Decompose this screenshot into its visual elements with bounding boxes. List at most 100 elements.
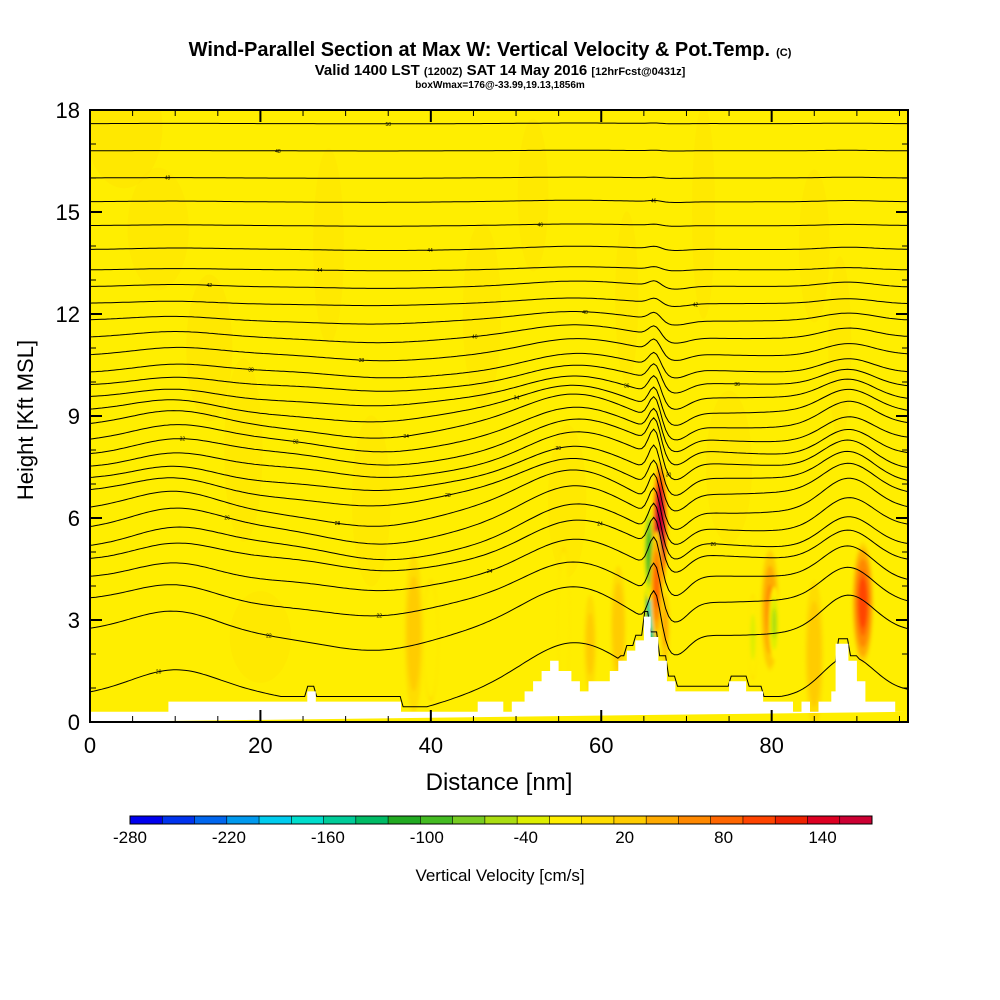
colorbar-swatch-15	[613, 816, 647, 824]
contour-label-19: 40	[472, 335, 478, 341]
chart-title-text: Wind-Parallel Section at Max W: Vertical…	[189, 39, 770, 61]
contour-label-26: 46	[651, 198, 657, 204]
w-band-3	[224, 358, 263, 542]
contour-label-13: 34	[403, 434, 409, 440]
w-feature-12	[584, 594, 597, 693]
w-band-12	[229, 591, 292, 683]
contour-label-10: 30	[666, 473, 672, 479]
w-band-5	[352, 415, 391, 587]
contour-label-18: 38	[359, 358, 365, 364]
contour-label-25: 46	[538, 222, 544, 228]
colorbar-swatch-6	[323, 816, 357, 824]
axis-ticks	[89, 109, 908, 723]
theta-contour-19	[90, 324, 908, 344]
theta-contour-9	[90, 444, 908, 496]
subtitle-utc: (1200Z)	[424, 66, 463, 78]
theta-contour-20	[90, 311, 908, 326]
x-tick-label-20: 20	[248, 733, 272, 758]
chart-title-mark: (C)	[776, 47, 792, 59]
colorbar-swatch-19	[742, 816, 776, 824]
theta-contour-7	[90, 469, 908, 530]
x-tick-label-40: 40	[419, 733, 443, 758]
contour-label-2: 22	[377, 614, 383, 620]
colorbar-tick-labels: -280 -220 -160 -100 -40 20 80 140	[113, 828, 837, 847]
theta-contour-5	[90, 502, 908, 561]
x-axis-label: Distance [nm]	[426, 769, 573, 796]
subtitle-fcst: [12hrFcst@0431z]	[591, 66, 685, 78]
chart-subtitle-2: boxWmax=176@-33.99,19.13,1856m	[415, 80, 585, 91]
colorbar-swatch-17	[678, 816, 711, 824]
x-tick-label-0: 0	[84, 733, 96, 758]
w-band-7	[517, 118, 549, 272]
contour-label-3: 24	[487, 569, 493, 575]
contour-label-6: 26	[224, 516, 230, 522]
y-tick-label-6: 6	[68, 506, 80, 531]
w-band-10	[798, 169, 830, 323]
theta-contour-18	[90, 338, 908, 362]
theta-contour-16	[90, 363, 908, 394]
y-tick-label-12: 12	[56, 302, 80, 327]
w-feature-1-level-8	[646, 531, 652, 573]
y-tick-label-3: 3	[68, 608, 80, 633]
background-bands	[90, 110, 852, 683]
theta-contour-22	[90, 280, 908, 290]
colorbar-swatch-7	[355, 816, 389, 824]
w-band-8	[615, 211, 639, 383]
theta-contour-21	[90, 297, 908, 308]
w-feature-9	[404, 554, 423, 713]
contour-label-8: 28	[445, 493, 451, 499]
w-band-2	[186, 274, 233, 422]
theta-contour-3	[90, 536, 908, 597]
y-tick-label-18: 18	[56, 98, 80, 123]
colorbar-tick--100: -100	[410, 828, 444, 847]
w-feature-12-level-8	[587, 623, 593, 664]
colorbar-tick--280: -280	[113, 828, 147, 847]
w-feature-7-level-8	[772, 608, 777, 639]
colorbar-swatch-11	[484, 816, 518, 824]
contour-label-28: 48	[275, 149, 281, 155]
colorbar-swatch-2	[194, 816, 228, 824]
contour-label-15: 36	[624, 384, 630, 390]
y-axis-label: Height [Kft MSL]	[13, 340, 38, 500]
colorbar-tick--40: -40	[513, 828, 538, 847]
w-feature-4	[660, 590, 670, 664]
terrain-mask	[90, 616, 904, 722]
theta-contour-10	[90, 428, 908, 481]
contour-label-21: 42	[693, 302, 699, 308]
velocity-features	[404, 461, 874, 722]
contour-label-11: 32	[180, 437, 186, 443]
colorbar-swatch-12	[517, 816, 550, 824]
chart-subtitle: Valid 1400 LST (1200Z) SAT 14 May 2016 […	[315, 62, 686, 79]
colorbar-swatch-22	[839, 816, 873, 824]
colorbar-swatch-21	[807, 816, 841, 824]
x-tick-label-80: 80	[759, 733, 783, 758]
colorbar-frame	[129, 815, 873, 825]
plot-area: 20 22 22 24 24 26 26 28 28 30 30 32 32 34 34 36 36 38 38 40…	[90, 110, 908, 722]
contour-label-9: 30	[555, 446, 561, 452]
w-band-4	[313, 148, 344, 344]
theta-contour-11	[90, 417, 908, 466]
contour-label-4: 24	[597, 521, 603, 527]
colorbar-swatch-18	[710, 816, 744, 824]
y-tick-label-0: 0	[68, 710, 80, 735]
w-feature-11-level-8	[561, 589, 567, 651]
contour-label-14: 34	[514, 395, 520, 401]
w-feature-5-level-8	[858, 577, 868, 629]
w-feature-8-level-8	[751, 619, 755, 655]
colorbar-swatch-5	[291, 816, 324, 824]
colorbar-tick--220: -220	[212, 828, 246, 847]
theta-contour-4	[90, 516, 908, 573]
theta-contours	[90, 122, 908, 708]
contour-label-22: 42	[207, 283, 213, 289]
theta-contour-13	[90, 393, 908, 441]
w-band-9	[692, 110, 715, 320]
colorbar-swatch-20	[775, 816, 808, 824]
subtitle-date: SAT 14 May 2016	[467, 62, 588, 79]
colorbar-swatch-0	[130, 816, 163, 824]
colorbar-swatch-1	[162, 816, 195, 824]
colorbar-swatch-16	[646, 816, 679, 824]
subtitle-valid: Valid 1400 LST	[315, 62, 420, 79]
colorbar	[129, 815, 873, 825]
colorbar-swatch-3	[226, 816, 260, 824]
